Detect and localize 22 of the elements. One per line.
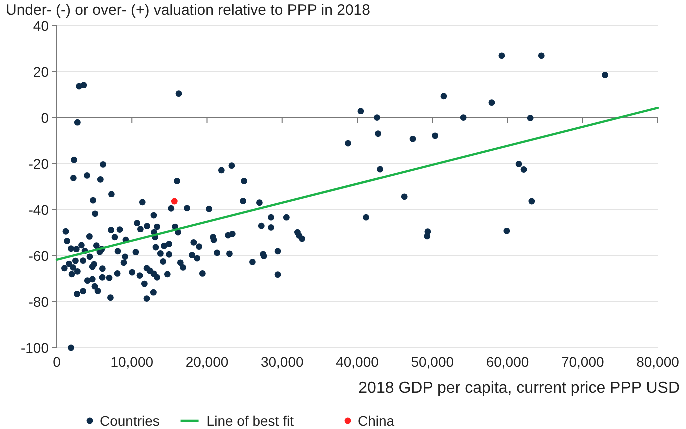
y-tick-label: -80 [28, 294, 50, 310]
y-axis-title: Under- (-) or over- (+) valuation relative to PPP in 2018 [6, 2, 370, 19]
x-axis-title: 2018 GDP per capita, current price PPP USD [358, 380, 680, 397]
x-tick-label: 80,000 [636, 354, 680, 370]
legend-label: China [358, 412, 395, 429]
x-tick-label: 30,000 [260, 354, 304, 370]
y-tick-label: -40 [28, 202, 50, 218]
y-tick-label: -60 [28, 248, 50, 264]
y-tick-label: 0 [41, 110, 50, 126]
legend-label: Line of best fit [206, 412, 294, 429]
y-tick-label: 20 [33, 64, 50, 80]
y-tick-label: -20 [28, 156, 50, 172]
x-tick-label: 40,000 [336, 354, 380, 370]
x-tick-label: 10,000 [110, 354, 154, 370]
x-tick-label: 0 [53, 354, 62, 370]
x-tick-label: 50,000 [411, 354, 454, 370]
y-tick-label: 40 [33, 18, 50, 34]
legend-label: Countries [100, 412, 160, 429]
x-tick-label: 20,000 [186, 354, 229, 370]
x-tick-label: 70,000 [561, 354, 604, 370]
y-tick-label: -100 [20, 340, 50, 356]
x-tick-label: 60,000 [486, 354, 530, 370]
